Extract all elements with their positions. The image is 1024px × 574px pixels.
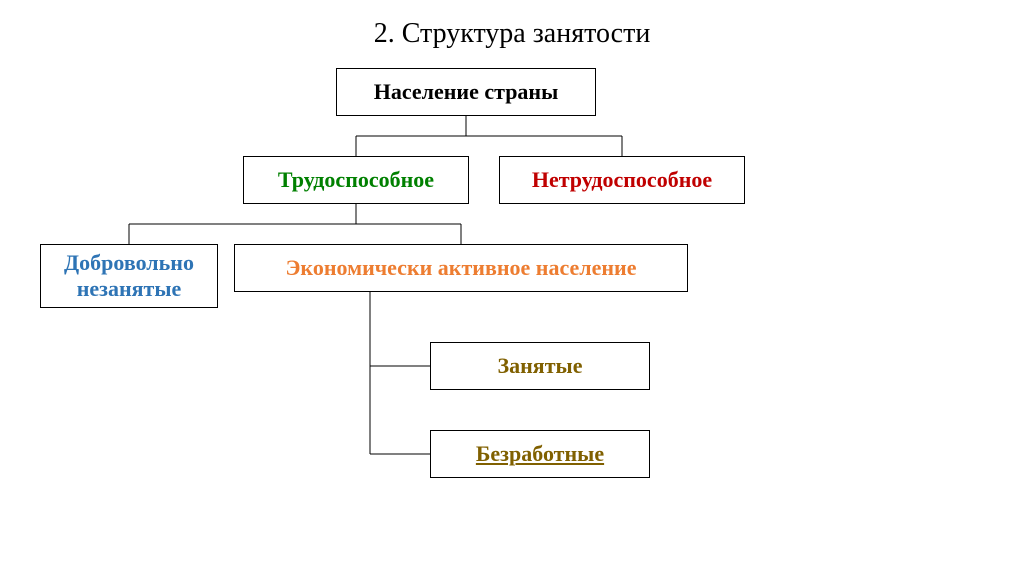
node-population: Население страны bbox=[336, 68, 596, 116]
node-economically-active: Экономически активное население bbox=[234, 244, 688, 292]
node-employed: Занятые bbox=[430, 342, 650, 390]
node-unemployed: Безработные bbox=[430, 430, 650, 478]
node-able-bodied: Трудоспособное bbox=[243, 156, 469, 204]
node-disabled: Нетрудоспособное bbox=[499, 156, 745, 204]
diagram-title: 2. Структура занятости bbox=[0, 18, 1024, 50]
node-voluntarily-inactive: Добровольно незанятые bbox=[40, 244, 218, 308]
